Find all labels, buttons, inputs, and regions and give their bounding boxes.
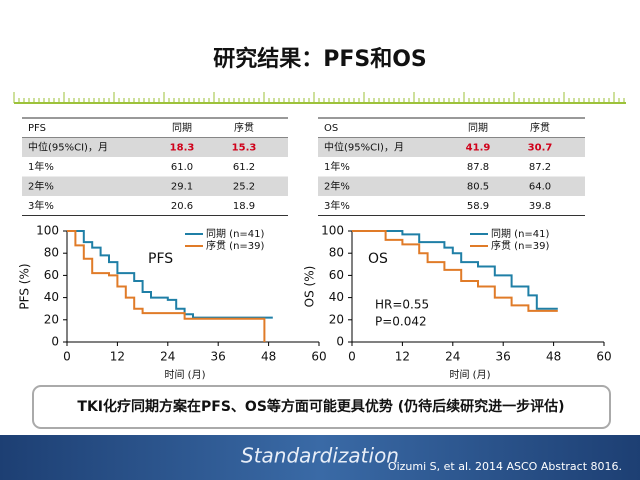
y-tick-label: 100: [321, 224, 344, 238]
table-cell: 64.0: [529, 181, 551, 192]
slide-title: 研究结果：PFS和OS: [213, 46, 427, 72]
y-tick-label: 0: [336, 335, 344, 349]
x-tick-label: 60: [311, 350, 326, 364]
table-header: 序贯: [234, 121, 254, 134]
table-cell: 中位(95%CI)，月: [28, 140, 108, 153]
table-cell: 1年%: [28, 160, 54, 173]
x-tick-label: 24: [160, 350, 175, 364]
table-cell: 80.5: [467, 181, 489, 192]
km-curve: [67, 230, 266, 342]
table-cell: 61.0: [171, 162, 193, 173]
chart-label: PFS: [148, 251, 173, 267]
x-tick-label: 24: [445, 350, 460, 364]
table-cell: 39.8: [529, 201, 551, 212]
table-cell: 30.7: [528, 142, 553, 153]
x-tick-label: 36: [211, 350, 226, 364]
x-tick-label: 48: [261, 350, 276, 364]
footer-logo: Standardization: [241, 444, 399, 468]
y-tick-label: 60: [44, 268, 59, 282]
km-curve: [352, 230, 558, 310]
km-curve: [352, 230, 558, 312]
x-tick-label: 12: [395, 350, 410, 364]
table-cell: 2年%: [28, 179, 54, 192]
x-tick-label: 12: [110, 350, 125, 364]
legend-label: 序贯 (n=39): [206, 239, 265, 252]
y-tick-label: 40: [329, 290, 344, 304]
annotation: P=0.042: [375, 315, 427, 329]
table-row-bg: [318, 137, 585, 157]
annotation: HR=0.55: [375, 298, 429, 312]
y-tick-label: 0: [51, 335, 59, 349]
table-cell: 20.6: [171, 201, 193, 212]
x-tick-label: 0: [348, 350, 356, 364]
table-row-bg: [22, 137, 288, 157]
x-tick-label: 48: [546, 350, 561, 364]
footer-band: [0, 435, 640, 480]
y-tick-label: 20: [44, 312, 59, 326]
x-axis-label: 时间 (月): [450, 368, 491, 381]
table-cell: 87.2: [529, 162, 551, 173]
y-tick-label: 20: [329, 312, 344, 326]
table-cell: 3年%: [324, 199, 350, 212]
y-tick-label: 80: [44, 246, 59, 260]
conclusion: TKI化疗同期方案在PFS、OS等方面可能更具优势 (仍待后续研究进一步评估): [77, 398, 564, 415]
x-axis-label: 时间 (月): [165, 368, 206, 381]
table-header: 同期: [172, 122, 192, 134]
x-tick-label: 0: [63, 350, 71, 364]
y-tick-label: 100: [36, 224, 59, 238]
table-header: PFS: [28, 123, 46, 134]
table-cell: 87.8: [467, 162, 489, 173]
y-tick-label: 60: [329, 268, 344, 282]
conclusion-box: [32, 385, 611, 429]
table-cell: 18.9: [233, 201, 255, 212]
table-cell: 1年%: [324, 160, 350, 173]
y-axis-label: PFS (%): [18, 263, 32, 309]
table-cell: 15.3: [232, 142, 257, 153]
table-cell: 61.2: [233, 162, 255, 173]
table-cell: 41.9: [466, 142, 491, 153]
table-cell: 29.1: [171, 181, 193, 192]
citation: Oizumi S, et al. 2014 ASCO Abstract 8016…: [388, 460, 622, 473]
table-cell: 3年%: [28, 199, 54, 212]
x-tick-label: 36: [496, 350, 511, 364]
legend-label: 同期 (n=41): [206, 228, 265, 240]
chart-label: OS: [368, 251, 388, 267]
table-cell: 中位(95%CI)，月: [324, 140, 404, 153]
table-cell: 2年%: [324, 179, 350, 192]
table-header: 同期: [468, 122, 488, 134]
table-row-bg: [22, 176, 288, 196]
table-cell: 25.2: [233, 181, 255, 192]
legend-label: 同期 (n=41): [491, 228, 550, 240]
table-cell: 18.3: [170, 142, 195, 153]
table-header: OS: [324, 123, 338, 134]
y-tick-label: 80: [329, 246, 344, 260]
table-row-bg: [318, 176, 585, 196]
y-tick-label: 40: [44, 290, 59, 304]
km-curve: [67, 230, 273, 319]
y-axis-label: OS (%): [303, 266, 317, 308]
table-cell: 58.9: [467, 201, 489, 212]
legend-label: 序贯 (n=39): [491, 239, 550, 252]
x-tick-label: 60: [596, 350, 611, 364]
table-header: 序贯: [530, 121, 550, 134]
